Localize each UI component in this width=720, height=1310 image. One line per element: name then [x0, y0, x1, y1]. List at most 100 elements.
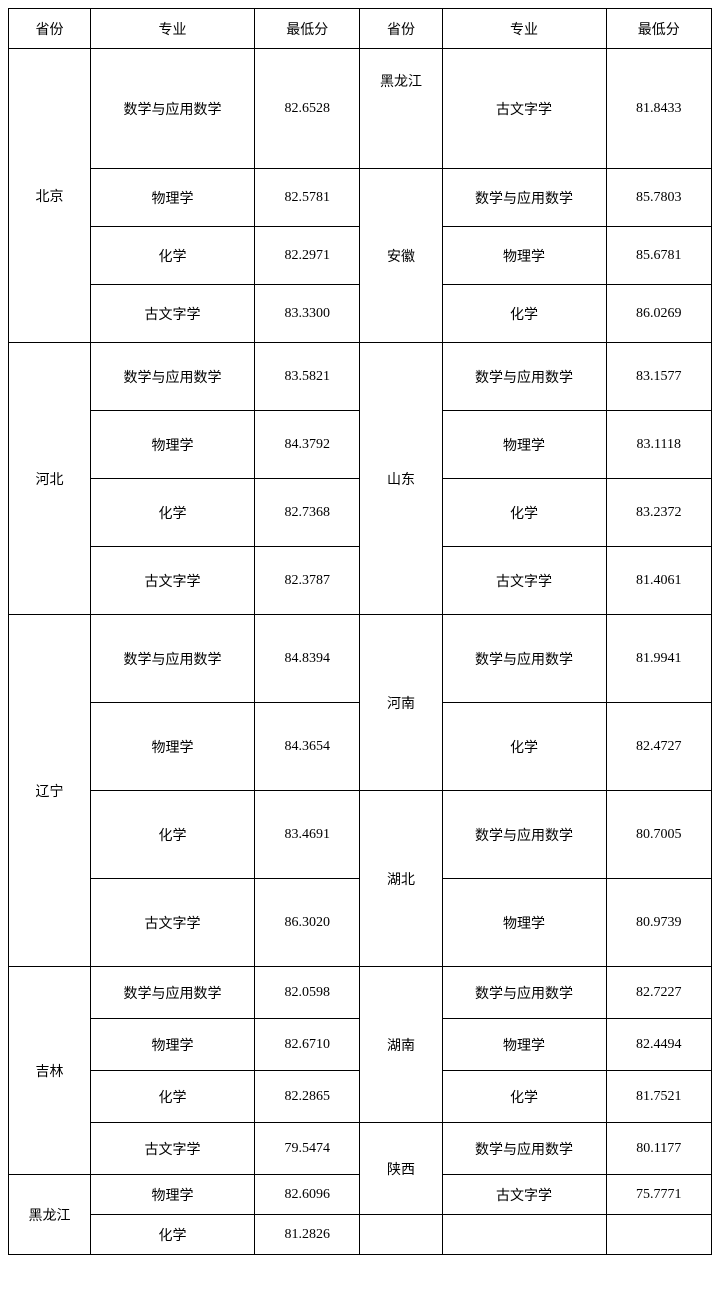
- major-cell: 化学: [442, 1071, 606, 1123]
- empty-cell: [606, 1215, 711, 1255]
- score-cell: 82.6528: [255, 49, 360, 169]
- major-cell: 古文字学: [442, 547, 606, 615]
- score-cell: 80.9739: [606, 879, 711, 967]
- major-cell: 数学与应用数学: [442, 343, 606, 411]
- table-row: 北京 数学与应用数学 82.6528 黑龙江 古文字学 81.8433: [9, 49, 712, 169]
- major-cell: 化学: [442, 479, 606, 547]
- major-cell: 物理学: [91, 1019, 255, 1071]
- header-score-left: 最低分: [255, 9, 360, 49]
- score-cell: 83.2372: [606, 479, 711, 547]
- major-cell: 数学与应用数学: [442, 169, 606, 227]
- major-cell: 古文字学: [91, 285, 255, 343]
- score-cell: 83.3300: [255, 285, 360, 343]
- table-row: 化学 81.2826: [9, 1215, 712, 1255]
- province-cell: 湖北: [360, 791, 442, 967]
- score-cell: 81.4061: [606, 547, 711, 615]
- major-cell: 物理学: [91, 1175, 255, 1215]
- province-cell: 吉林: [9, 967, 91, 1175]
- major-cell: 物理学: [442, 411, 606, 479]
- province-cell: 北京: [9, 49, 91, 343]
- score-cell: 85.7803: [606, 169, 711, 227]
- score-cell: 82.7227: [606, 967, 711, 1019]
- table-row: 古文字学 79.5474 陕西 数学与应用数学 80.1177: [9, 1123, 712, 1175]
- score-cell: 82.2971: [255, 227, 360, 285]
- header-major-left: 专业: [91, 9, 255, 49]
- province-cell: 山东: [360, 343, 442, 615]
- province-cell: 河北: [9, 343, 91, 615]
- province-cell: 辽宁: [9, 615, 91, 967]
- score-cell: 80.1177: [606, 1123, 711, 1175]
- major-cell: 数学与应用数学: [91, 615, 255, 703]
- major-cell: 物理学: [91, 703, 255, 791]
- province-cell: 湖南: [360, 967, 442, 1123]
- score-cell: 82.7368: [255, 479, 360, 547]
- score-cell: 82.0598: [255, 967, 360, 1019]
- score-cell: 81.7521: [606, 1071, 711, 1123]
- score-cell: 82.5781: [255, 169, 360, 227]
- table-row: 河北 数学与应用数学 83.5821 山东 数学与应用数学 83.1577: [9, 343, 712, 411]
- table-row: 辽宁 数学与应用数学 84.8394 河南 数学与应用数学 81.9941: [9, 615, 712, 703]
- major-cell: 化学: [91, 479, 255, 547]
- major-cell: 数学与应用数学: [91, 49, 255, 169]
- score-cell: 82.4494: [606, 1019, 711, 1071]
- score-cell: 83.4691: [255, 791, 360, 879]
- empty-cell: [442, 1215, 606, 1255]
- empty-cell: [360, 1215, 442, 1255]
- major-cell: 化学: [91, 791, 255, 879]
- score-cell: 83.1118: [606, 411, 711, 479]
- major-cell: 古文字学: [442, 1175, 606, 1215]
- major-cell: 数学与应用数学: [442, 1123, 606, 1175]
- province-cell: 安徽: [360, 169, 442, 343]
- major-cell: 古文字学: [91, 879, 255, 967]
- score-cell: 81.8433: [606, 49, 711, 169]
- table-row: 化学 83.4691 湖北 数学与应用数学 80.7005: [9, 791, 712, 879]
- major-cell: 物理学: [442, 227, 606, 285]
- major-cell: 数学与应用数学: [442, 615, 606, 703]
- table-row: 吉林 数学与应用数学 82.0598 湖南 数学与应用数学 82.7227: [9, 967, 712, 1019]
- province-cell: 黑龙江: [9, 1175, 91, 1255]
- score-cell: 82.6096: [255, 1175, 360, 1215]
- score-cell: 82.3787: [255, 547, 360, 615]
- major-cell: 数学与应用数学: [91, 967, 255, 1019]
- score-cell: 83.5821: [255, 343, 360, 411]
- major-cell: 物理学: [442, 1019, 606, 1071]
- major-cell: 化学: [442, 285, 606, 343]
- score-cell: 84.8394: [255, 615, 360, 703]
- score-cell: 86.0269: [606, 285, 711, 343]
- header-province-right: 省份: [360, 9, 442, 49]
- score-cell: 84.3654: [255, 703, 360, 791]
- score-cell: 85.6781: [606, 227, 711, 285]
- header-score-right: 最低分: [606, 9, 711, 49]
- major-cell: 古文字学: [91, 1123, 255, 1175]
- major-cell: 物理学: [442, 879, 606, 967]
- score-cell: 84.3792: [255, 411, 360, 479]
- major-cell: 化学: [91, 1071, 255, 1123]
- major-cell: 数学与应用数学: [442, 791, 606, 879]
- major-cell: 化学: [91, 1215, 255, 1255]
- major-cell: 古文字学: [442, 49, 606, 169]
- province-cell: 黑龙江: [360, 49, 442, 169]
- major-cell: 物理学: [91, 411, 255, 479]
- major-cell: 数学与应用数学: [91, 343, 255, 411]
- score-cell: 82.4727: [606, 703, 711, 791]
- table-header-row: 省份 专业 最低分 省份 专业 最低分: [9, 9, 712, 49]
- header-major-right: 专业: [442, 9, 606, 49]
- score-cell: 81.2826: [255, 1215, 360, 1255]
- major-cell: 物理学: [91, 169, 255, 227]
- score-cell: 79.5474: [255, 1123, 360, 1175]
- table-row: 物理学 82.5781 安徽 数学与应用数学 85.7803: [9, 169, 712, 227]
- score-cell: 80.7005: [606, 791, 711, 879]
- major-cell: 古文字学: [91, 547, 255, 615]
- header-province-left: 省份: [9, 9, 91, 49]
- score-cell: 81.9941: [606, 615, 711, 703]
- major-cell: 化学: [442, 703, 606, 791]
- major-cell: 数学与应用数学: [442, 967, 606, 1019]
- score-cell: 82.2865: [255, 1071, 360, 1123]
- province-cell: 陕西: [360, 1123, 442, 1215]
- score-cell: 82.6710: [255, 1019, 360, 1071]
- admission-score-table: 省份 专业 最低分 省份 专业 最低分 北京 数学与应用数学 82.6528 黑…: [8, 8, 712, 1255]
- score-cell: 83.1577: [606, 343, 711, 411]
- score-cell: 86.3020: [255, 879, 360, 967]
- province-cell: 河南: [360, 615, 442, 791]
- major-cell: 化学: [91, 227, 255, 285]
